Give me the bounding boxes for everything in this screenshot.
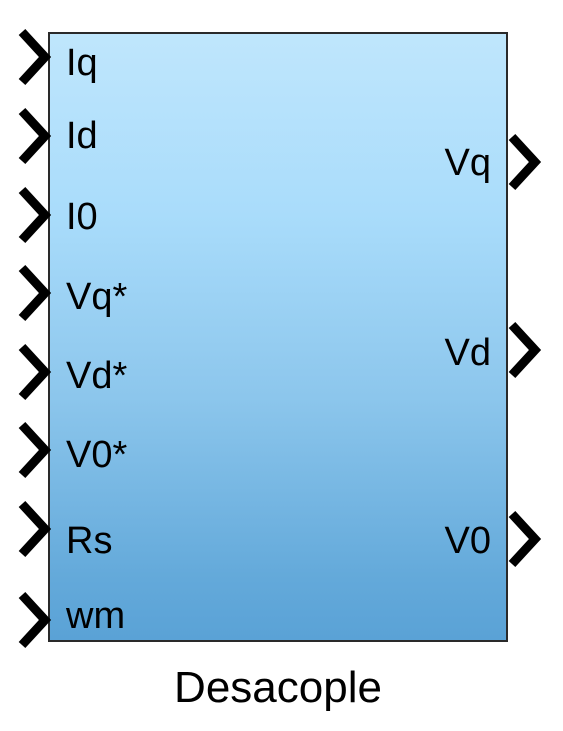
input-label-wm: wm <box>66 595 126 637</box>
input-port-iq-icon[interactable] <box>18 28 52 86</box>
input-port-vq-star-icon[interactable] <box>18 264 52 322</box>
input-label-iq: Iq <box>66 42 98 84</box>
output-label-v0: V0 <box>444 520 491 562</box>
block-name-label: Desacople <box>174 663 382 712</box>
output-port-vq-icon[interactable] <box>508 133 542 191</box>
output-port-vd-icon[interactable] <box>508 321 542 379</box>
input-port-vd-star-icon[interactable] <box>18 343 52 401</box>
output-label-vd: Vd <box>444 332 491 374</box>
input-port-rs-icon[interactable] <box>18 500 52 558</box>
input-port-wm-icon[interactable] <box>18 591 52 649</box>
input-port-v0-star-icon[interactable] <box>18 421 52 479</box>
output-label-vq: Vq <box>444 142 491 184</box>
input-label-vq-star: Vq* <box>66 276 128 318</box>
input-label-id: Id <box>66 115 98 157</box>
desacople-block[interactable] <box>48 32 508 642</box>
input-label-rs: Rs <box>66 520 113 562</box>
input-label-v0-star: V0* <box>66 434 128 476</box>
input-label-i0: I0 <box>66 196 98 238</box>
output-port-v0-icon[interactable] <box>508 510 542 568</box>
input-port-i0-icon[interactable] <box>18 186 52 244</box>
input-label-vd-star: Vd* <box>66 355 128 397</box>
input-port-id-icon[interactable] <box>18 107 52 165</box>
